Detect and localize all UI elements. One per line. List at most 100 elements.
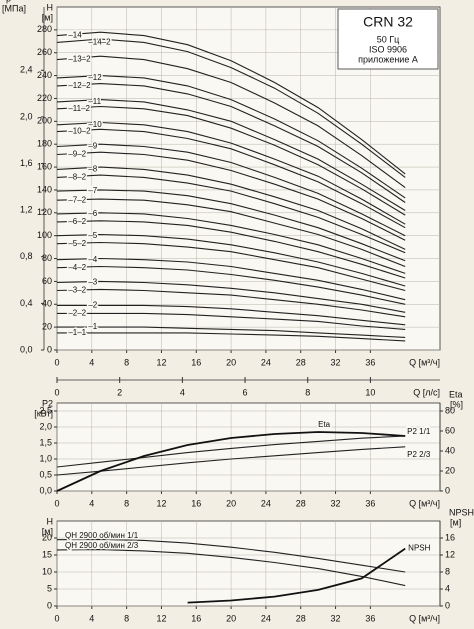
curve bbox=[56, 538, 406, 573]
y2-axis-unit: [%] bbox=[450, 399, 463, 409]
x2-tick-label: 8 bbox=[305, 387, 310, 397]
curve bbox=[56, 143, 406, 237]
x-axis-label: Q [м³/ч] bbox=[409, 613, 440, 623]
y-tick-label: 0,0 bbox=[39, 485, 52, 495]
y2-tick-label: 16 bbox=[445, 532, 455, 542]
x-axis-label: Q [м³/ч] bbox=[409, 498, 440, 508]
x-tick-label: 4 bbox=[89, 498, 94, 508]
series-label: –5–2 bbox=[68, 239, 86, 248]
y2-tick-label: 40 bbox=[445, 445, 455, 455]
curve bbox=[56, 233, 406, 287]
y2-tick-label: 1,6 bbox=[20, 158, 33, 168]
series-label: –9 bbox=[88, 142, 97, 151]
series-label: –7–2 bbox=[68, 195, 86, 204]
y2-tick-label: 0,8 bbox=[20, 251, 33, 261]
y-tick-label: 5 bbox=[47, 583, 52, 593]
annotation: приложение A bbox=[358, 54, 418, 64]
y2-axis-label: p bbox=[6, 0, 11, 3]
curve bbox=[56, 83, 406, 203]
series-label: QH 2900 об/мин 2/3 bbox=[65, 541, 139, 550]
y-tick-label: 15 bbox=[42, 549, 52, 559]
curve bbox=[57, 326, 406, 338]
y-tick-label: 10 bbox=[42, 566, 52, 576]
y2-tick-label: 2,4 bbox=[20, 65, 33, 75]
x-tick-label: 20 bbox=[226, 498, 236, 508]
curve bbox=[56, 31, 406, 175]
curve bbox=[56, 431, 406, 492]
x-tick-label: 4 bbox=[89, 357, 94, 367]
x-tick-label: 8 bbox=[124, 498, 129, 508]
x-tick-label: 36 bbox=[365, 357, 375, 367]
y-tick-label: 100 bbox=[37, 230, 52, 240]
curve bbox=[56, 55, 406, 189]
x-tick-label: 28 bbox=[296, 498, 306, 508]
y-tick-label: 120 bbox=[37, 207, 52, 217]
series-label: –1 bbox=[88, 322, 97, 331]
x-tick-label: 24 bbox=[261, 357, 271, 367]
y2-tick-label: 12 bbox=[445, 549, 455, 559]
curve bbox=[56, 288, 406, 318]
x-tick-label: 12 bbox=[156, 613, 166, 623]
y-tick-label: 40 bbox=[42, 299, 52, 309]
series-label: –13–2 bbox=[68, 55, 91, 64]
y2-tick-label: 2,0 bbox=[20, 111, 33, 121]
y-tick-label: 0,5 bbox=[39, 469, 52, 479]
y-axis-label: P2 bbox=[42, 398, 53, 408]
y-tick-label: 1,5 bbox=[39, 437, 52, 447]
y-tick-label: 260 bbox=[37, 47, 52, 57]
curve bbox=[56, 189, 406, 262]
x-tick-label: 28 bbox=[296, 613, 306, 623]
y-tick-label: 240 bbox=[37, 70, 52, 80]
x-tick-label: 24 bbox=[261, 498, 271, 508]
y-tick-label: 160 bbox=[37, 161, 52, 171]
x2-tick-label: 2 bbox=[117, 387, 122, 397]
y-tick-label: 0 bbox=[47, 344, 52, 354]
x2-tick-label: 10 bbox=[365, 387, 375, 397]
series-label: –14 bbox=[68, 31, 82, 40]
series-label: –4–2 bbox=[68, 263, 86, 272]
y-tick-label: 20 bbox=[42, 532, 52, 542]
x-tick-label: 4 bbox=[89, 613, 94, 623]
x-tick-label: 28 bbox=[296, 357, 306, 367]
y2-tick-label: 80 bbox=[445, 405, 455, 415]
y2-tick-label: 0 bbox=[445, 485, 450, 495]
curve bbox=[57, 332, 406, 342]
series-label: –9–2 bbox=[68, 150, 86, 159]
y2-tick-label: 1,2 bbox=[20, 205, 33, 215]
y2-tick-label: 0,4 bbox=[20, 298, 33, 308]
x2-axis-label: Q [л/с] bbox=[413, 387, 440, 397]
y-axis-unit: [м] bbox=[42, 526, 53, 536]
series-label: –14–2 bbox=[88, 38, 111, 47]
series-label: –1–1 bbox=[68, 328, 86, 337]
y-tick-label: 1,0 bbox=[39, 453, 52, 463]
x-tick-label: 16 bbox=[191, 613, 201, 623]
annotation: 50 Гц bbox=[377, 34, 400, 44]
series-label: –12 bbox=[88, 73, 102, 82]
y-tick-label: 2,0 bbox=[39, 421, 52, 431]
x-tick-label: 0 bbox=[54, 357, 59, 367]
y-tick-label: 60 bbox=[42, 276, 52, 286]
x-tick-label: 12 bbox=[156, 357, 166, 367]
series-label: P2 2/3 bbox=[407, 450, 431, 459]
series-label: –11 bbox=[88, 97, 101, 106]
x-tick-label: 0 bbox=[54, 613, 59, 623]
curve bbox=[56, 105, 406, 216]
series-label: –2–2 bbox=[68, 309, 86, 318]
y-tick-label: 20 bbox=[42, 322, 52, 332]
series-label: –6 bbox=[88, 209, 97, 218]
y-axis-unit: [кВт] bbox=[34, 408, 53, 418]
series-label: Eta bbox=[318, 420, 331, 429]
series-label: –10 bbox=[88, 120, 102, 129]
x-tick-label: 16 bbox=[191, 498, 201, 508]
x-tick-label: 20 bbox=[226, 357, 236, 367]
x-tick-label: 36 bbox=[365, 613, 375, 623]
y2-tick-label: 0 bbox=[445, 600, 450, 610]
curve bbox=[56, 128, 406, 229]
series-label: –11–2 bbox=[68, 104, 90, 113]
x-tick-label: 32 bbox=[331, 498, 341, 508]
y2-axis-unit: [м] bbox=[450, 517, 461, 527]
y2-axis-label: NPSH bbox=[449, 507, 474, 517]
curve bbox=[56, 121, 406, 225]
y-tick-label: 220 bbox=[37, 93, 52, 103]
